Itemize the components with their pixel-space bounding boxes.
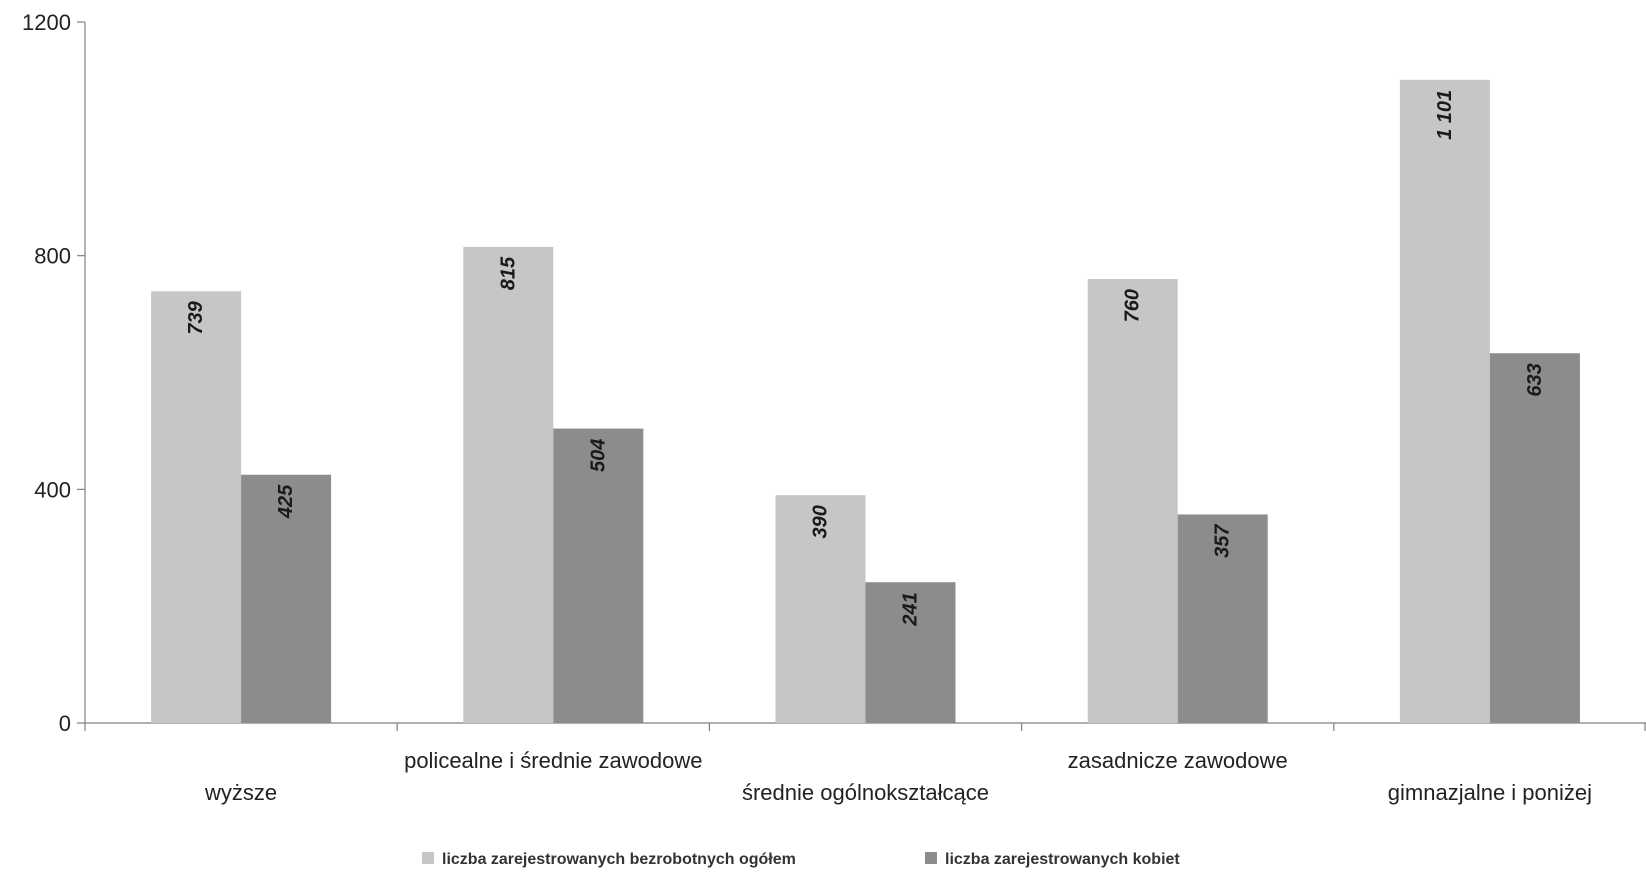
bar-value-label: 633 xyxy=(1524,363,1546,396)
bar-value-label: 425 xyxy=(275,484,297,519)
x-category-label: gimnazjalne i poniżej xyxy=(1388,780,1592,805)
bar-value-label: 739 xyxy=(185,300,207,334)
y-axis: 0 400 800 1200 xyxy=(22,10,86,736)
bar-series-2 xyxy=(1177,514,1268,723)
legend-swatch-1 xyxy=(422,852,434,864)
bar-series-1 xyxy=(1087,279,1178,723)
bar-value-label: 357 xyxy=(1212,524,1234,558)
bar-value-label: 241 xyxy=(900,592,922,626)
y-tick-label: 1200 xyxy=(22,10,71,35)
y-tick-label: 800 xyxy=(34,244,71,269)
legend-label-1: liczba zarejestrowanych bezrobotnych ogó… xyxy=(442,851,796,868)
bars xyxy=(151,79,1580,723)
bar-value-label: 760 xyxy=(1122,289,1144,322)
data-labels: 739 425 815 504 390 241 760 357 1 101 633 xyxy=(185,90,1546,627)
x-category-label: policealne i średnie zawodowe xyxy=(404,748,702,773)
legend-swatch-2 xyxy=(925,852,937,864)
bar-series-1 xyxy=(1399,79,1490,723)
bar-series-2 xyxy=(1489,353,1580,723)
x-category-label: wyższe xyxy=(204,780,277,805)
bar-value-label: 815 xyxy=(497,256,519,290)
bar-series-2 xyxy=(553,428,644,723)
bar-series-2 xyxy=(241,474,332,723)
bar-value-label: 504 xyxy=(587,439,609,472)
x-axis xyxy=(84,722,1646,731)
x-category-label: zasadnicze zawodowe xyxy=(1068,748,1288,773)
y-tick-label: 400 xyxy=(34,477,71,502)
y-tick-label: 0 xyxy=(59,711,71,736)
x-category-label: średnie ogólnokształcące xyxy=(742,780,989,805)
bar-series-1 xyxy=(151,291,242,723)
legend-label-2: liczba zarejestrowanych kobiet xyxy=(945,851,1180,868)
bar-series-2 xyxy=(865,582,956,723)
bar-value-label: 1 101 xyxy=(1434,90,1456,140)
bar-value-label: 390 xyxy=(810,505,832,538)
bar-series-1 xyxy=(775,495,866,723)
category-labels: wyższe policealne i średnie zawodowe średn… xyxy=(204,748,1592,805)
legend: liczba zarejestrowanych bezrobotnych ogó… xyxy=(422,851,1180,868)
bar-series-1 xyxy=(463,246,554,723)
